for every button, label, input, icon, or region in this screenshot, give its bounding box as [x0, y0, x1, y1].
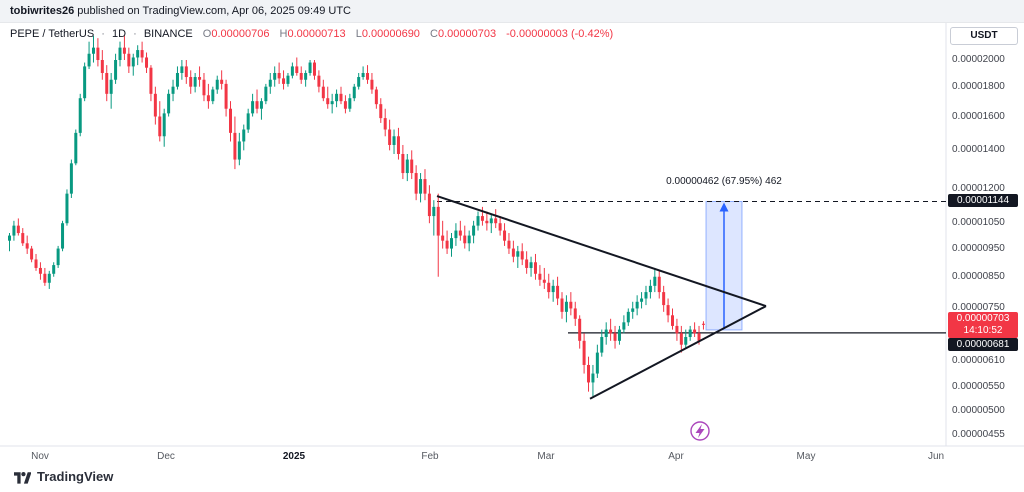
price-tick-label: 0.00000950 [952, 242, 1005, 254]
idea-lightning-marker[interactable] [690, 421, 710, 441]
price-tick-label: 0.00000500 [952, 405, 1005, 417]
time-axis-label: Jun [927, 451, 945, 462]
symbol-name[interactable]: PEPE / TetherUS [10, 28, 95, 40]
time-axis-label: Dec [157, 451, 175, 462]
time-axis-label: 2025 [282, 451, 306, 462]
price-tick-label: 0.00001200 [952, 183, 1005, 195]
time-axis[interactable]: Nov Dec 2025 Feb Mar Apr May Jun [0, 446, 946, 468]
candle-countdown: 14:10:52 [963, 324, 1003, 336]
legend-separator: · [133, 28, 137, 40]
triangle-upper-trendline[interactable] [436, 195, 767, 308]
exchange-label[interactable]: BINANCE [143, 28, 193, 40]
interval-label[interactable]: 1D [111, 28, 127, 40]
tradingview-brand-text: TradingView [37, 469, 114, 484]
price-tick-label: 0.00001050 [952, 217, 1005, 229]
open-label: O [202, 28, 212, 40]
author-name: tobiwrites26 [10, 5, 75, 17]
projection-arrow-head [719, 202, 729, 212]
price-tick-label: 0.00001600 [952, 110, 1005, 122]
low-label: L [355, 28, 362, 40]
price-tick-label: 0.00002000 [952, 54, 1005, 65]
open-value: 0.00000706 [211, 28, 270, 40]
level-price-badge: 0.00000681 [948, 337, 1018, 351]
high-value: 0.00000713 [287, 28, 346, 40]
price-change: -0.00000003 (-0.42%) [506, 28, 614, 40]
last-price-value: 0.00000703 [956, 312, 1010, 324]
publish-info: published on TradingView.com, Apr 06, 20… [74, 5, 351, 17]
price-tick-label: 0.00001800 [952, 80, 1005, 92]
price-tick-label: 0.00000850 [952, 270, 1005, 282]
projection-target-label: 0.00000462 (67.95%) 462 [666, 176, 782, 188]
currency-toggle-button[interactable]: USDT [950, 27, 1018, 45]
time-axis-label: Apr [668, 451, 684, 462]
time-axis-label: May [796, 451, 816, 462]
low-value: 0.00000690 [361, 28, 420, 40]
price-tick-label: 0.00000550 [952, 381, 1005, 392]
price-tick-label: 0.00001400 [952, 144, 1005, 156]
time-axis-label: Mar [537, 451, 555, 462]
lightning-icon [695, 424, 705, 438]
tradingview-logo-icon [14, 471, 31, 484]
target-price-badge: 0.00001144 [948, 194, 1018, 208]
legend-separator: · [101, 28, 105, 40]
price-tick-label: 0.00000610 [952, 354, 1005, 366]
price-tick-label: 0.00000750 [952, 302, 1005, 314]
last-price-badge: 0.00000703 14:10:52 [948, 311, 1018, 338]
time-axis-label: Nov [31, 451, 49, 462]
close-value: 0.00000703 [437, 28, 497, 40]
chart-legend[interactable]: PEPE / TetherUS · 1D · BINANCE O0.000007… [10, 28, 613, 40]
price-axis[interactable]: 0.00001144 0.00000703 14:10:52 0.0000068… [946, 22, 1024, 446]
close-label: C [430, 28, 438, 40]
high-label: H [279, 28, 288, 40]
publish-bar: tobiwrites26 published on TradingView.co… [0, 0, 1024, 23]
time-axis-label: Feb [421, 451, 439, 462]
candlestick-series [8, 35, 705, 397]
price-tick-label: 0.00000455 [952, 429, 1005, 441]
triangle-lower-trendline[interactable] [589, 305, 767, 400]
tradingview-watermark[interactable]: TradingView [14, 469, 113, 484]
